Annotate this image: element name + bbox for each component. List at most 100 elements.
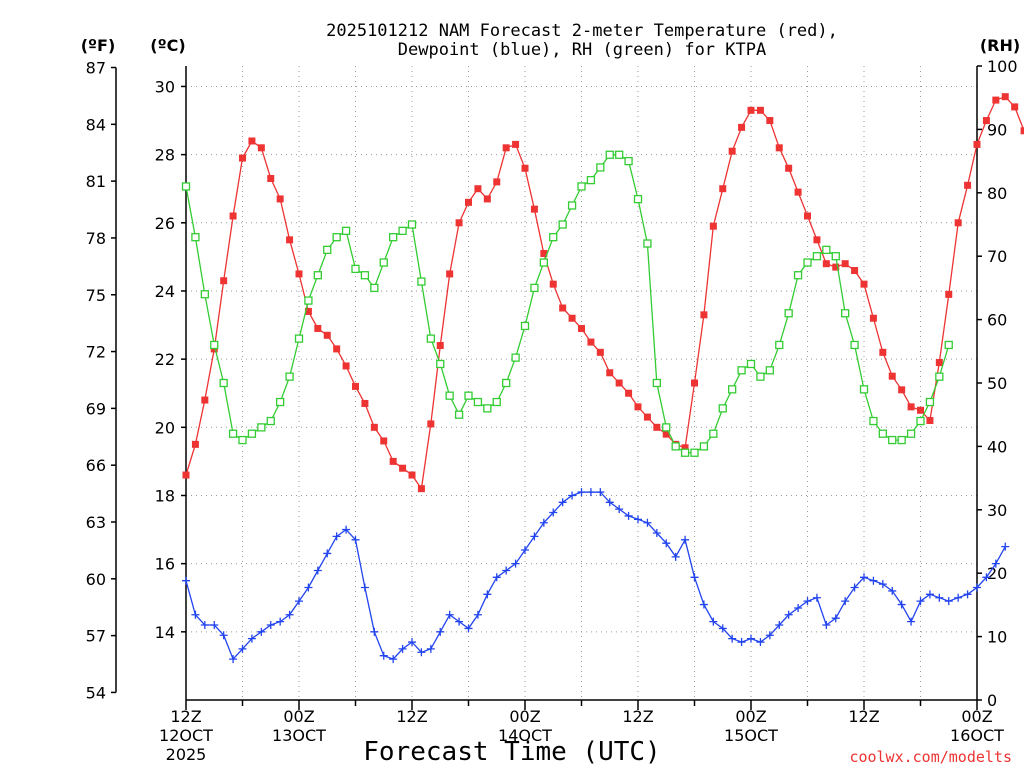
dewpoint-point bbox=[210, 621, 219, 630]
rh-point bbox=[398, 226, 407, 235]
rh-point bbox=[925, 397, 935, 407]
x-tick-label-hour: 12Z bbox=[170, 707, 201, 726]
dewpoint-point bbox=[991, 559, 1000, 568]
c-tick-label: 22 bbox=[155, 350, 175, 369]
temperature-point bbox=[304, 307, 312, 315]
temperature-point bbox=[323, 331, 331, 339]
rh-point bbox=[746, 359, 756, 369]
dewpoint-point bbox=[605, 498, 614, 507]
dewpoint-point bbox=[925, 590, 934, 599]
temperature-point bbox=[408, 471, 416, 479]
dewpoint-point bbox=[247, 634, 256, 643]
dewpoint-point bbox=[586, 488, 595, 497]
rh-point bbox=[445, 391, 454, 400]
dewpoint-point bbox=[417, 648, 426, 657]
temperature-point bbox=[691, 379, 698, 387]
temperature-point bbox=[917, 406, 924, 414]
c-tick-label: 16 bbox=[155, 555, 175, 574]
temperature-point bbox=[775, 144, 783, 152]
temperature-point bbox=[446, 270, 454, 278]
rh-point bbox=[483, 404, 492, 413]
rh-point bbox=[266, 416, 275, 426]
temperature-point bbox=[728, 147, 736, 155]
temperature-point bbox=[427, 420, 435, 428]
temperature-point bbox=[182, 471, 190, 479]
temperature-point bbox=[380, 437, 388, 445]
dewpoint-point bbox=[803, 597, 812, 606]
dewpoint-point bbox=[831, 614, 840, 623]
dewpoint-point bbox=[812, 593, 821, 602]
c-tick-label: 30 bbox=[155, 77, 175, 96]
rh-point bbox=[341, 226, 351, 235]
temperature-point bbox=[879, 348, 887, 356]
rh-point bbox=[285, 372, 294, 381]
series-temperature bbox=[182, 93, 1024, 493]
c-tick-label: 20 bbox=[155, 418, 175, 437]
dewpoint-point bbox=[935, 593, 944, 602]
credit-link[interactable]: coolwx.com/modelts bbox=[849, 748, 1012, 766]
rh-point bbox=[633, 194, 643, 204]
dewpoint-point bbox=[511, 559, 520, 568]
dewpoint-point bbox=[822, 621, 831, 630]
rh-tick-label: 90 bbox=[987, 120, 1007, 139]
x-tick-label-hour: 00Z bbox=[283, 707, 314, 726]
rh-point bbox=[473, 397, 483, 407]
dewpoint-point bbox=[360, 583, 369, 592]
dewpoint-point bbox=[841, 597, 850, 606]
dewpoint-point bbox=[530, 532, 539, 541]
temperature-point bbox=[530, 205, 538, 213]
x-tick-label-hour: 00Z bbox=[735, 707, 766, 726]
dewpoint-point bbox=[473, 610, 482, 619]
rh-point bbox=[878, 429, 887, 438]
temperature-point bbox=[634, 403, 642, 411]
temperature-point bbox=[436, 342, 444, 350]
temperature-point bbox=[643, 413, 651, 421]
dewpoint-point bbox=[624, 511, 633, 520]
temperature-point bbox=[540, 249, 548, 257]
rh-point bbox=[379, 258, 388, 267]
rh-point bbox=[351, 264, 360, 274]
temperature-point bbox=[747, 106, 755, 114]
rh-tick-label: 10 bbox=[987, 628, 1007, 647]
dewpoint-point bbox=[426, 644, 435, 653]
temperature-point bbox=[860, 280, 868, 288]
rh-point bbox=[238, 435, 247, 445]
dewpoint-point bbox=[558, 498, 567, 507]
f-tick-label: 69 bbox=[86, 399, 106, 418]
temperature-point bbox=[417, 485, 425, 493]
x-tick-label-date: 15OCT bbox=[724, 726, 778, 745]
dewpoint-point bbox=[615, 505, 624, 514]
temperature-point bbox=[935, 359, 943, 367]
rh-point bbox=[652, 378, 661, 388]
temperature-point bbox=[521, 164, 529, 172]
temperature-point bbox=[578, 324, 585, 332]
rh-point bbox=[737, 366, 746, 375]
dewpoint-point bbox=[878, 580, 887, 589]
temperature-point bbox=[954, 219, 962, 227]
dewpoint-point bbox=[973, 583, 981, 592]
dewpoint-point bbox=[784, 610, 793, 619]
rh-point bbox=[228, 429, 238, 438]
rh-tick-label: 30 bbox=[987, 501, 1007, 520]
celsius-unit-label: (ºC) bbox=[150, 36, 185, 55]
temperature-point bbox=[493, 178, 501, 186]
dewpoint-point bbox=[982, 573, 991, 582]
dewpoint-line bbox=[185, 491, 1006, 661]
x-tick-label-hour: 12Z bbox=[396, 707, 427, 726]
dewpoint-point bbox=[285, 610, 294, 619]
temperature-point bbox=[794, 188, 802, 196]
rh-point bbox=[360, 271, 370, 280]
dewpoint-point bbox=[266, 621, 275, 630]
rh-point bbox=[812, 252, 822, 261]
dewpoint-point bbox=[888, 586, 897, 595]
dewpoint-point bbox=[690, 573, 699, 582]
fahrenheit-unit-label: (ºF) bbox=[81, 36, 116, 55]
temperature-point bbox=[267, 174, 275, 182]
rh-point bbox=[539, 258, 548, 267]
x-tick-label-hour: 00Z bbox=[509, 707, 540, 726]
rh-unit-label: (RH) bbox=[980, 36, 1020, 55]
rh-point bbox=[728, 385, 737, 394]
dewpoint-point bbox=[276, 617, 285, 626]
temperature-point bbox=[898, 386, 906, 394]
axes bbox=[111, 65, 982, 710]
